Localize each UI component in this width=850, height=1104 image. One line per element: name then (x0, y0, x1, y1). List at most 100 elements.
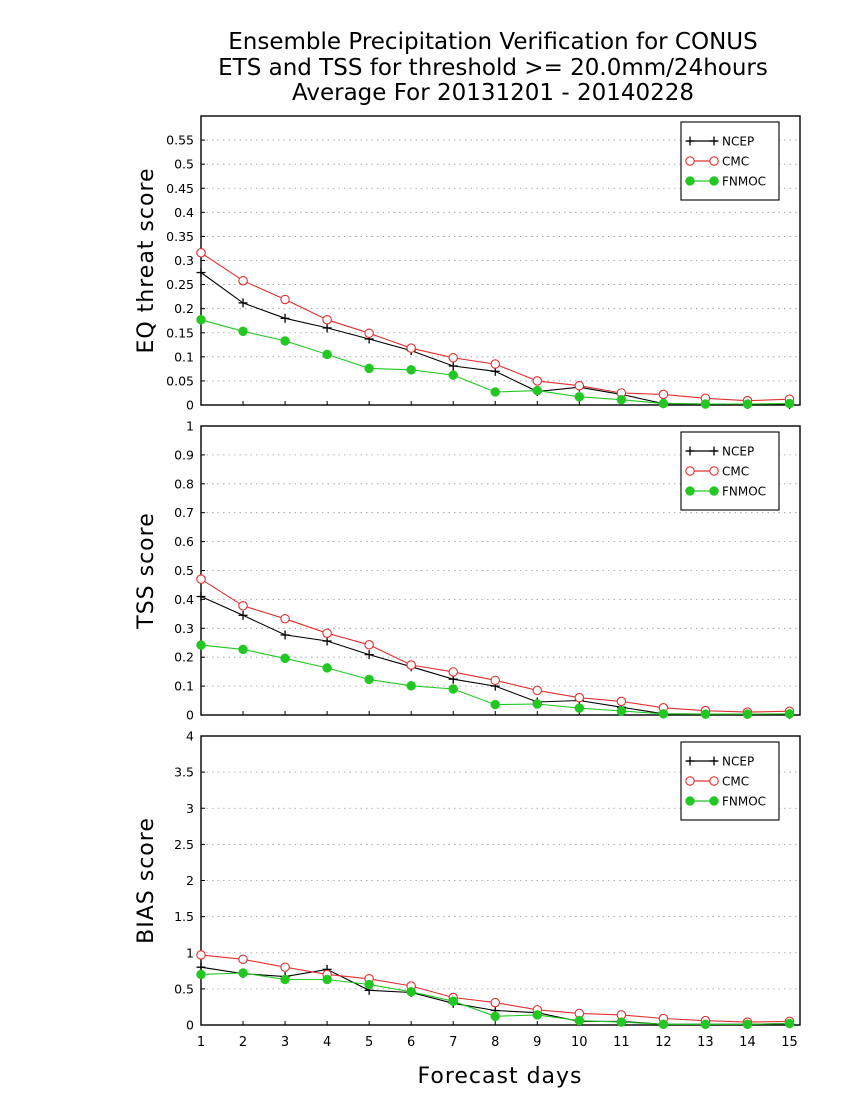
y-tick-label: 0.9 (174, 447, 194, 462)
y-tick-label: 0.55 (166, 133, 194, 148)
y-tick-label: 0.5 (174, 157, 194, 172)
series-line-ncep (200, 272, 790, 406)
y-tick-label: 1.5 (174, 909, 194, 924)
data-point-fnmoc (238, 326, 248, 337)
data-point-cmc (238, 601, 248, 611)
legend-marker-fnmoc (685, 486, 695, 496)
data-point-fnmoc (406, 681, 416, 691)
y-tick-label: 0.7 (174, 505, 194, 520)
y-tick-label: 1 (186, 419, 194, 434)
data-point-ncep (280, 313, 290, 323)
x-tick-label: 3 (281, 1035, 289, 1050)
data-point-cmc (364, 640, 374, 650)
x-tick-label: 7 (449, 1035, 457, 1050)
data-point-fnmoc (448, 370, 458, 380)
legend-label-fnmoc: FNMOC (722, 175, 766, 189)
data-point-fnmoc (658, 709, 669, 719)
legend-marker-fnmoc (709, 176, 719, 186)
series-line-ncep (200, 595, 790, 715)
x-tick-label: 14 (739, 1035, 756, 1050)
data-point-ncep (238, 610, 248, 620)
data-point-ncep (322, 323, 332, 333)
data-point-cmc (490, 997, 500, 1008)
data-point-fnmoc (658, 398, 669, 409)
y-tick-label: 0.4 (174, 592, 194, 607)
data-point-cmc (238, 275, 248, 286)
y-tick-label: 0.15 (166, 325, 194, 340)
y-tick-label: 0.8 (174, 476, 194, 491)
data-point-fnmoc (322, 974, 332, 985)
data-point-ncep (196, 592, 206, 602)
legend-marker-ncep (709, 446, 719, 456)
x-tick-label: 4 (323, 1035, 331, 1050)
legend-marker-cmc (685, 156, 695, 166)
legend-marker-ncep (709, 756, 719, 766)
data-point-fnmoc (784, 709, 795, 719)
data-point-cmc (448, 353, 458, 363)
data-point-fnmoc (364, 674, 374, 685)
data-point-cmc (196, 950, 206, 960)
data-point-fnmoc (196, 969, 206, 980)
data-point-fnmoc (490, 1011, 500, 1022)
y-tick-label: 0.3 (174, 253, 194, 268)
y-tick-label: 0.6 (174, 534, 194, 549)
data-point-fnmoc (280, 653, 290, 664)
data-point-cmc (658, 389, 669, 400)
data-point-cmc (532, 376, 543, 386)
legend: NCEP CMC FNMOC (680, 121, 780, 201)
data-point-cmc (280, 614, 290, 624)
data-point-ncep (448, 361, 458, 371)
data-point-fnmoc (532, 385, 543, 396)
data-point-cmc (238, 954, 248, 965)
data-point-fnmoc (196, 640, 206, 650)
x-tick-label: 11 (613, 1035, 630, 1050)
data-point-cmc (532, 685, 543, 696)
data-point-cmc (196, 574, 206, 584)
legend-label-cmc: CMC (722, 775, 749, 789)
data-point-fnmoc (700, 399, 711, 409)
data-point-fnmoc (364, 363, 374, 374)
data-point-fnmoc (658, 1019, 669, 1030)
x-tick-label: 5 (365, 1035, 373, 1050)
x-tick-label: 6 (407, 1035, 415, 1050)
x-tick-label: 13 (697, 1035, 714, 1050)
data-point-fnmoc (532, 1010, 543, 1020)
data-point-cmc (574, 692, 585, 703)
data-point-fnmoc (574, 703, 585, 713)
data-point-cmc (406, 660, 416, 670)
data-point-cmc (490, 359, 500, 369)
data-point-fnmoc (616, 706, 627, 716)
data-point-fnmoc (742, 1019, 753, 1030)
legend-marker-cmc (709, 466, 719, 476)
y-tick-label: 0.5 (174, 981, 194, 996)
data-point-cmc (280, 962, 290, 972)
data-point-fnmoc (322, 663, 332, 673)
data-point-fnmoc (784, 398, 795, 409)
data-point-fnmoc (574, 1015, 585, 1026)
y-axis-label: TSS score (134, 512, 159, 629)
data-point-fnmoc (490, 699, 500, 710)
data-point-fnmoc (784, 1018, 795, 1029)
data-point-fnmoc (700, 709, 711, 719)
data-point-cmc (322, 628, 332, 638)
legend-label-fnmoc: FNMOC (722, 485, 766, 499)
data-point-fnmoc (196, 314, 206, 325)
data-point-fnmoc (238, 644, 248, 655)
legend-marker-fnmoc (685, 796, 695, 806)
data-point-fnmoc (742, 709, 753, 719)
y-tick-label: 0.05 (166, 373, 194, 388)
y-tick-label: 0.25 (166, 277, 194, 292)
data-point-fnmoc (616, 1017, 627, 1027)
data-point-fnmoc (532, 699, 543, 709)
plot-frame (200, 735, 801, 1026)
y-tick-label: 2.5 (174, 837, 194, 852)
legend: NCEP CMC FNMOC (680, 431, 780, 511)
legend-marker-cmc (709, 776, 719, 786)
plot-frame (200, 425, 801, 716)
plot-frame (200, 115, 801, 406)
x-axis-label: Forecast days (417, 1064, 582, 1089)
x-tick-label: 8 (491, 1035, 499, 1050)
y-tick-label: 0 (186, 708, 194, 723)
chart-title-line-2: ETS and TSS for threshold >= 20.0mm/24ho… (218, 55, 768, 81)
